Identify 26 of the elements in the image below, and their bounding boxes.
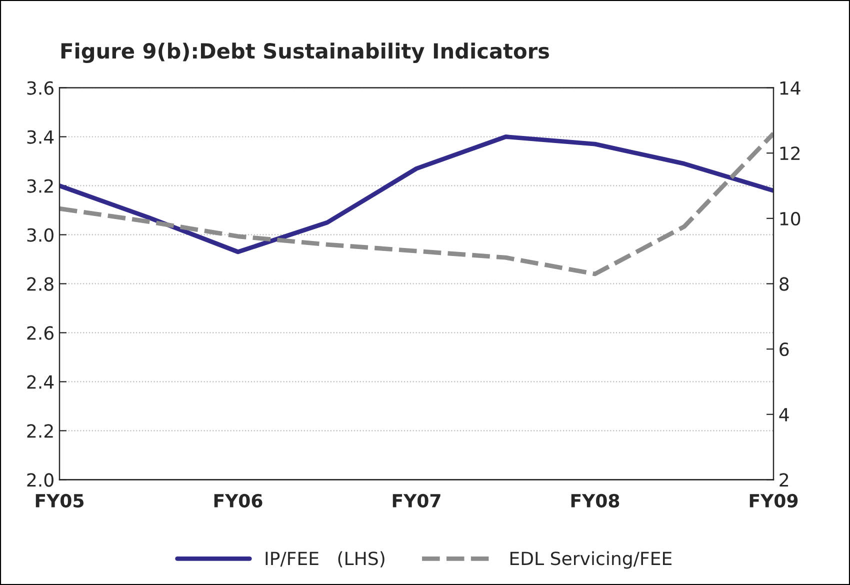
- y-tick-label: 2.0: [27, 473, 54, 487]
- y-tick-label: 3.6: [27, 81, 54, 95]
- y2-tick-label: 12: [780, 146, 800, 160]
- x-tick-label: FY07: [392, 494, 440, 508]
- chart-title: Figure 9(b):Debt Sustainability Indicators: [61, 42, 550, 63]
- y-tick-label: 3.4: [27, 130, 54, 144]
- y-tick-label: 3.0: [27, 228, 54, 242]
- x-tick-label: FY06: [214, 494, 262, 508]
- x-tick-label: FY05: [36, 494, 84, 508]
- y2-tick-label: 14: [780, 81, 800, 95]
- x-tick-label: FY08: [571, 494, 620, 508]
- y-tick-label: 2.4: [27, 375, 54, 389]
- y2-tick-label: 6: [780, 342, 789, 356]
- line-series: [60, 134, 774, 254]
- legend-label: IP/FEE (LHS): [266, 551, 384, 568]
- x-tick-label: FY09: [750, 494, 798, 508]
- y2-tick-label: 2: [780, 473, 788, 487]
- y-tick-label: 2.6: [27, 326, 54, 340]
- y-tick-label: 3.2: [27, 179, 53, 193]
- y-tick-label: 2.2: [27, 424, 53, 438]
- y2-tick-label: 8: [780, 277, 789, 291]
- y-tick-label: 2.8: [27, 277, 54, 291]
- line-series: [60, 131, 774, 276]
- y2-tick-label: 4: [779, 408, 789, 422]
- legend-label: EDL Servicing/FEE: [510, 551, 672, 569]
- y2-tick-label: 10: [780, 212, 800, 226]
